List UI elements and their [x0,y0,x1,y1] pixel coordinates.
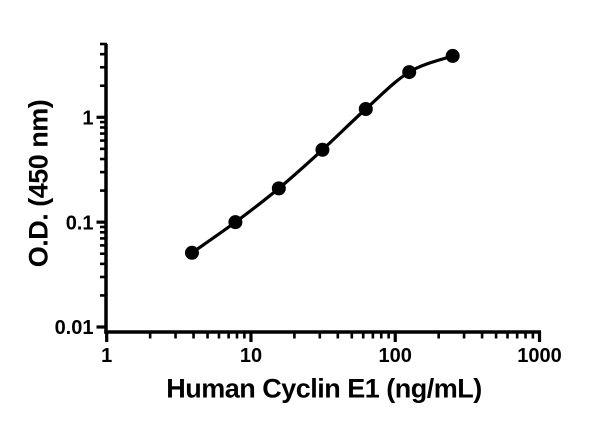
data-point [184,245,199,260]
y-axis-title: O.D. (450 nm) [24,100,54,268]
data-series [184,48,460,260]
y-tick-label: 0.1 [66,212,94,234]
x-tick-label: 1 [101,345,112,367]
x-tick-label: 10 [240,345,262,367]
x-tick-label: 1000 [517,345,562,367]
x-axis-title: Human Cyclin E1 (ng/mL) [166,374,482,404]
axis-ticks [96,42,542,342]
x-tick-label: 100 [379,345,412,367]
data-point [315,142,330,157]
y-tick-label: 1 [82,108,93,130]
data-point [271,181,286,196]
data-point [445,48,460,63]
data-point [228,215,243,230]
axes [104,44,541,334]
data-point [358,102,373,116]
data-point [402,65,417,80]
tick-labels: 1 10 100 1000 0.01 0.1 1 [55,108,562,368]
y-tick-label: 0.01 [55,317,94,339]
